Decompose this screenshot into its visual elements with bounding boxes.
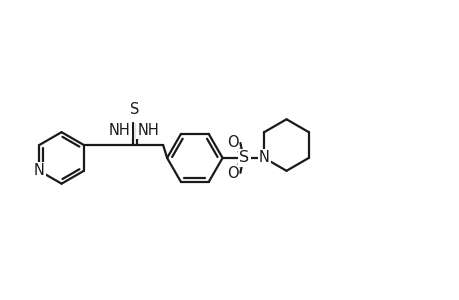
Text: O: O [226,166,238,181]
Text: N: N [258,150,269,165]
Text: O: O [226,135,238,150]
Text: S: S [239,150,249,165]
Text: NH: NH [108,123,130,138]
Text: N: N [34,163,45,178]
Text: NH: NH [137,123,159,138]
Text: S: S [129,102,139,117]
Text: N: N [258,150,269,165]
